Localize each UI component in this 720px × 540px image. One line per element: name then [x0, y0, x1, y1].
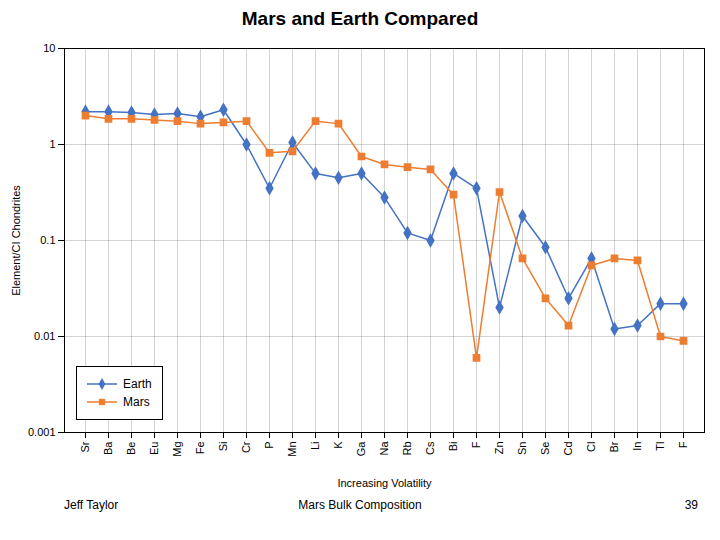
- svg-text:F: F: [470, 441, 482, 448]
- svg-text:Sn: Sn: [516, 442, 528, 455]
- svg-text:Rb: Rb: [401, 442, 413, 456]
- svg-text:In: In: [631, 442, 643, 451]
- html-text:Mars Bulk Composition: Mars Bulk Composition: [298, 498, 422, 512]
- svg-text:Ba: Ba: [102, 441, 114, 455]
- svg-text:Increasing Volatility: Increasing Volatility: [337, 477, 432, 489]
- svg-text:Bi: Bi: [447, 442, 459, 452]
- svg-text:0.001: 0.001: [28, 426, 56, 438]
- svg-text:10: 10: [43, 42, 55, 54]
- svg-text:Cd: Cd: [562, 442, 574, 456]
- svg-text:P: P: [263, 442, 275, 449]
- svg-text:K: K: [332, 441, 344, 449]
- svg-text:Sr: Sr: [79, 441, 91, 452]
- html-text:Mars and Earth Compared: Mars and Earth Compared: [241, 8, 479, 29]
- html-text:Mars: Mars: [123, 395, 150, 409]
- svg-text:Eu: Eu: [148, 442, 160, 455]
- svg-text:Be: Be: [125, 442, 137, 455]
- svg-text:Cl: Cl: [585, 442, 597, 452]
- svg-text:0.1: 0.1: [40, 234, 55, 246]
- svg-text:Fe: Fe: [194, 442, 206, 455]
- svg-text:F: F: [677, 441, 689, 448]
- svg-text:Ga: Ga: [355, 441, 367, 457]
- svg-text:Cs: Cs: [424, 441, 436, 455]
- svg-text:Element/CI Chondrites: Element/CI Chondrites: [10, 185, 22, 296]
- html-text:39: 39: [684, 498, 698, 512]
- svg-text:Mg: Mg: [171, 442, 183, 457]
- svg-text:Li: Li: [309, 442, 321, 451]
- svg-text:Si: Si: [217, 442, 229, 452]
- svg-text:Se: Se: [539, 442, 551, 455]
- svg-text:0.01: 0.01: [34, 330, 55, 342]
- html-text:Earth: Earth: [123, 377, 152, 391]
- svg-text:Br: Br: [608, 441, 620, 452]
- svg-text:Tl: Tl: [654, 442, 666, 451]
- svg-text:Mn: Mn: [286, 442, 298, 457]
- svg-text:1: 1: [49, 138, 55, 150]
- html-text:Jeff Taylor: Jeff Taylor: [64, 498, 119, 512]
- svg-text:Na: Na: [378, 441, 390, 456]
- svg-text:Cr: Cr: [240, 441, 252, 453]
- svg-text:Zn: Zn: [493, 442, 505, 455]
